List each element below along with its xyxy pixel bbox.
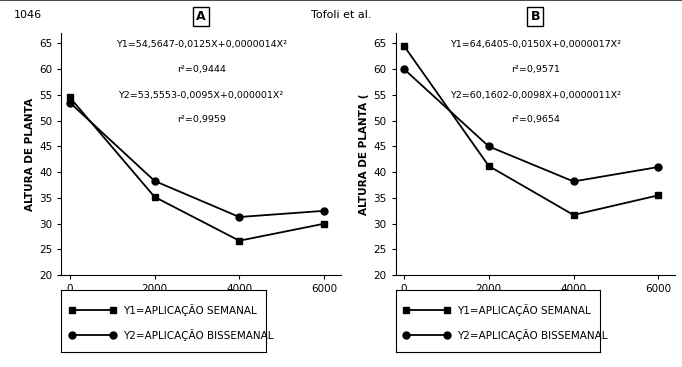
Text: B: B (531, 10, 540, 23)
X-axis label: DOSES (mg.L⁻¹): DOSES (mg.L⁻¹) (490, 298, 581, 308)
Text: 1046: 1046 (14, 10, 42, 21)
Text: Y1=54,5647-0,0125X+0,0000014X²: Y1=54,5647-0,0125X+0,0000014X² (116, 40, 286, 49)
Y-axis label: ALTURA DE PLANTA (: ALTURA DE PLANTA ( (359, 93, 369, 215)
Text: A: A (196, 10, 206, 23)
Text: Y1=APLICAÇÃO SEMANAL: Y1=APLICAÇÃO SEMANAL (457, 304, 591, 316)
Text: Y2=60,1602-0,0098X+0,0000011X²: Y2=60,1602-0,0098X+0,0000011X² (450, 91, 621, 100)
Y-axis label: ALTURA DE PLANTA: ALTURA DE PLANTA (25, 98, 35, 211)
Text: Y2=APLICAÇÃO BISSEMANAL: Y2=APLICAÇÃO BISSEMANAL (123, 329, 273, 341)
Text: Tofoli et al.: Tofoli et al. (311, 10, 371, 21)
Text: Y2=APLICAÇÃO BISSEMANAL: Y2=APLICAÇÃO BISSEMANAL (457, 329, 608, 341)
X-axis label: DOSES (mg.L⁻¹): DOSES (mg.L⁻¹) (155, 298, 247, 308)
Text: r²=0,9959: r²=0,9959 (177, 115, 226, 124)
Text: r²=0,9444: r²=0,9444 (177, 65, 226, 73)
Text: Y1=64,6405-0,0150X+0,0000017X²: Y1=64,6405-0,0150X+0,0000017X² (450, 40, 621, 49)
Text: Y1=APLICAÇÃO SEMANAL: Y1=APLICAÇÃO SEMANAL (123, 304, 256, 316)
Text: Y2=53,5553-0,0095X+0,000001X²: Y2=53,5553-0,0095X+0,000001X² (119, 91, 284, 100)
Text: r²=0,9654: r²=0,9654 (511, 115, 560, 124)
Text: r²=0,9571: r²=0,9571 (511, 65, 560, 73)
